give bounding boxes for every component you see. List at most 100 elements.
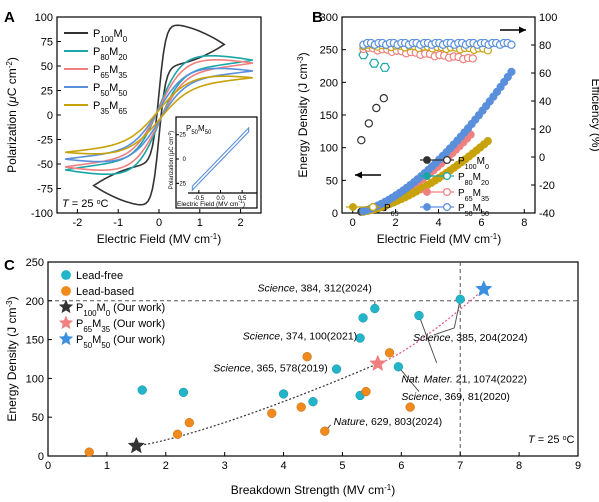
lead-based-point bbox=[384, 348, 395, 358]
efficiency-point-P80M20 bbox=[368, 58, 380, 68]
x-tick-label: 4 bbox=[280, 460, 286, 472]
y-tick-label: -25 bbox=[37, 135, 53, 147]
loop-P100M0 bbox=[92, 24, 226, 206]
x-tick-label: 6 bbox=[478, 217, 484, 229]
lead-free-point bbox=[278, 389, 289, 399]
panel-b-points bbox=[357, 38, 516, 216]
y-tick-label: 0 bbox=[47, 110, 53, 122]
panel-c: 0 1 2 3 4 5 6 7 8 9 0 50 100 150 200 250 Science, 384, … bbox=[5, 257, 582, 497]
y2-tick-label: 100 bbox=[539, 12, 557, 24]
y-tick-label: 75 bbox=[41, 37, 53, 49]
panel-b-ylabel: Energy Density (J cm-3) bbox=[296, 52, 311, 177]
panel-a-xlabel: Electric Field (MV cm-1) bbox=[97, 232, 221, 247]
x-tick-label: -2 bbox=[73, 217, 83, 229]
our-work-star-P100M0 bbox=[127, 436, 146, 454]
efficiency-point-P100M0 bbox=[364, 119, 374, 128]
leader-line-1 bbox=[433, 299, 461, 336]
energy-axis-arrow bbox=[355, 171, 381, 179]
x-tick-label: 9 bbox=[575, 460, 581, 472]
lead-free-point bbox=[331, 364, 342, 374]
panel-c-ylabel: Energy Density (J cm-3) bbox=[5, 296, 20, 421]
x-tick-label: 8 bbox=[516, 460, 522, 472]
panel-c-annotations: Science, 384, 312(2024) Science, 385, 204… bbox=[213, 282, 527, 427]
legend-star-3 bbox=[58, 315, 74, 330]
y-tick-label: -100 bbox=[31, 208, 53, 220]
x-tick-label: 2 bbox=[393, 217, 399, 229]
panel-b-ticks: 0 2 4 6 8050100150200250300-40-2002040608010… bbox=[320, 12, 558, 229]
y-tick-label: 25 bbox=[41, 86, 53, 98]
x-tick-label: 2 bbox=[238, 217, 244, 229]
inset-y-tick-label: -25 bbox=[177, 181, 186, 187]
lead-based-point bbox=[172, 429, 183, 439]
lead-based-point bbox=[405, 402, 415, 412]
y-tick-label: 0 bbox=[332, 208, 338, 220]
y-tick-label: 300 bbox=[320, 12, 338, 24]
leader-line-3 bbox=[418, 315, 438, 364]
x-tick-label: 1 bbox=[104, 460, 110, 472]
loop-P50M50 bbox=[65, 67, 253, 163]
efficiency-point-P100M0 bbox=[372, 103, 381, 113]
y-tick-label: 100 bbox=[35, 12, 53, 24]
y2-tick-label: -40 bbox=[539, 208, 555, 220]
legend-star-4 bbox=[58, 331, 74, 346]
y-tick-label: 50 bbox=[326, 175, 338, 187]
panel-a: -2 -1 0 1 2 -100 -75 -50 -25 0 25 50 75 100 P100M0 P80… bbox=[5, 12, 262, 246]
lead-free-point bbox=[414, 310, 424, 321]
panel-c-ticks: 0 1 2 3 4 5 6 7 8 9 0 50 100 150 200 250 bbox=[26, 257, 581, 472]
inset-loop bbox=[191, 126, 250, 192]
y-tick-label: 150 bbox=[26, 335, 44, 347]
legend-marker-0 bbox=[61, 270, 71, 280]
panel-b-y2label: Efficiency (%) bbox=[589, 78, 599, 151]
y-tick-label: 100 bbox=[26, 373, 44, 385]
legend-label-P65M35: P65M35 bbox=[458, 188, 489, 203]
legend-label-2: P100M0 (Our work) bbox=[76, 302, 165, 318]
reference-annotation-2: Science, 374, 100(2021) bbox=[243, 331, 357, 343]
lead-free-point bbox=[370, 303, 380, 314]
efficiency-point-P100M0 bbox=[379, 93, 389, 103]
x-tick-label: 6 bbox=[398, 460, 404, 472]
x-tick-label: -1 bbox=[113, 217, 123, 229]
panel-b: 0 2 4 6 8050100150200250300-40-2002040608010… bbox=[296, 12, 599, 246]
lead-free-point bbox=[308, 397, 318, 407]
inset-x-tick-label: 0.5 bbox=[238, 196, 247, 202]
legend-label-0: Lead-free bbox=[76, 270, 123, 282]
reference-annotation-1: Science, 385, 204(2024) bbox=[413, 332, 527, 344]
y-tick-label: 250 bbox=[26, 257, 44, 269]
lead-free-point bbox=[178, 387, 189, 398]
panel-c-xlabel: Breakdown Strength (MV cm-1) bbox=[231, 483, 396, 498]
y2-tick-label: 40 bbox=[539, 96, 551, 108]
panel-label-c: C bbox=[4, 257, 15, 274]
inset-ylabel: Polarization (μC cm-2) bbox=[167, 131, 176, 190]
legend-label-3: P65M35 (Our work) bbox=[76, 318, 165, 334]
energy-point-P35M65 bbox=[483, 137, 492, 146]
panel-c-reference-lines bbox=[48, 262, 578, 456]
lead-free-point bbox=[455, 294, 465, 304]
legend-label-P65M35: P65M35 bbox=[93, 64, 128, 80]
panel-a-ylabel: Polarization (μC cm-2) bbox=[5, 57, 20, 173]
y2-tick-label: 0 bbox=[539, 152, 545, 164]
y-tick-label: 150 bbox=[320, 110, 338, 122]
legend-energy-marker-P100M0 bbox=[423, 156, 431, 164]
loop-P35M65 bbox=[65, 75, 253, 155]
lead-based-point bbox=[267, 408, 277, 418]
reference-annotation-6: Nature, 629, 803(2024) bbox=[334, 416, 443, 428]
energy-point-P50M50 bbox=[507, 67, 516, 76]
lead-based-point bbox=[302, 352, 312, 362]
reference-annotation-4: Science, 365, 578(2019) bbox=[213, 362, 327, 374]
legend-label-P80M20: P80M20 bbox=[458, 172, 489, 187]
panel-a-legend: P100M0 P80M20 P65M35 P50M50 P35M65 bbox=[64, 28, 128, 116]
efficiency-axis-arrow bbox=[500, 26, 526, 34]
panel-a-ticks: -2 -1 0 1 2 -100 -75 -50 -25 0 25 50 75 100 bbox=[31, 12, 244, 229]
legend-efficiency-marker-P35M65 bbox=[369, 203, 378, 212]
legend-label-P50M50: P50M50 bbox=[93, 82, 128, 98]
x-tick-label: 7 bbox=[457, 460, 463, 472]
our-work-star-P65M35 bbox=[369, 354, 387, 372]
inset-xlabel: Electric Field (MV cm-1) bbox=[177, 199, 245, 208]
inset-x-tick-label: -0.5 bbox=[194, 196, 205, 202]
y-tick-label: -50 bbox=[37, 159, 53, 171]
legend-energy-marker-P65M35 bbox=[423, 188, 431, 196]
legend-label-4: P50M50 (Our work) bbox=[76, 334, 165, 350]
y2-tick-label: 60 bbox=[539, 68, 551, 80]
